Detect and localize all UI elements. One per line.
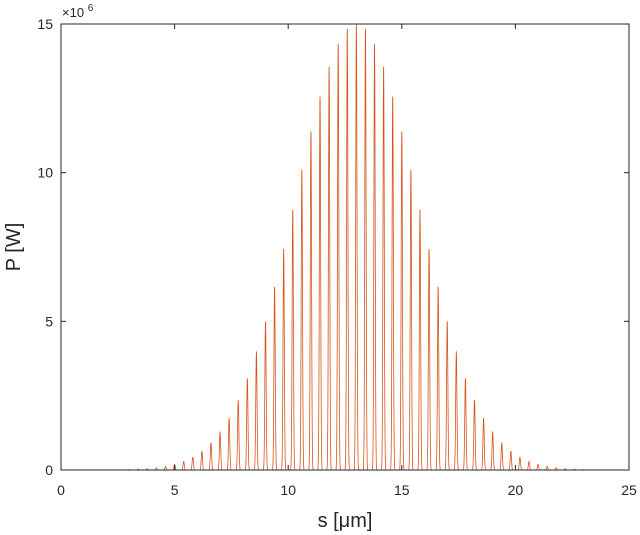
y-exponent-power: 6 xyxy=(88,3,94,14)
y-axis-label: P [W] xyxy=(3,223,25,272)
x-tick-label: 0 xyxy=(57,482,65,498)
x-tick-label: 20 xyxy=(508,482,524,498)
y-tick-label: 10 xyxy=(37,165,53,181)
x-tick-label: 15 xyxy=(394,482,410,498)
y-exponent-label: ×10 6 xyxy=(62,3,94,20)
y-tick-label: 0 xyxy=(45,462,53,478)
plot-frame xyxy=(60,23,630,471)
x-tick-label: 5 xyxy=(171,482,179,498)
y-tick-label: 5 xyxy=(45,313,53,329)
x-tick-label: 25 xyxy=(621,482,637,498)
plot-area-background xyxy=(61,24,629,470)
y-axis-ticks: 0 5 10 15 xyxy=(37,16,629,478)
x-axis-label: s [μm] xyxy=(318,510,373,532)
x-tick-label: 10 xyxy=(280,482,296,498)
y-exponent-base: ×10 xyxy=(62,5,84,20)
x-axis-ticks: 0 5 10 15 20 25 xyxy=(57,24,637,498)
y-tick-label: 15 xyxy=(37,16,53,32)
